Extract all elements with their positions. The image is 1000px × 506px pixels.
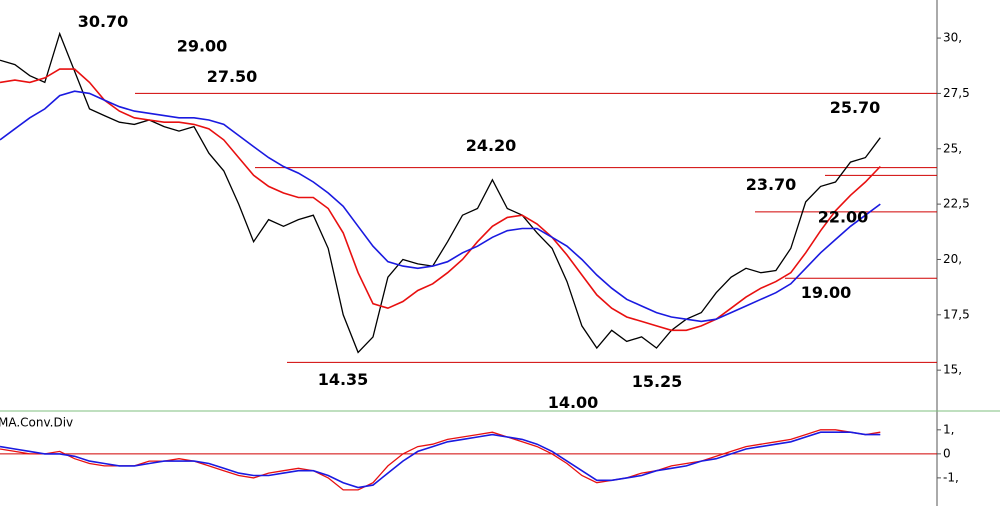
annotation: 29.00 <box>177 37 228 56</box>
annotation: 24.20 <box>466 136 517 155</box>
y-tick-label: 30, <box>943 31 962 45</box>
y-tick-label: 22,5 <box>943 197 970 211</box>
series-line <box>0 90 881 323</box>
y-tick-label: 25, <box>943 141 962 155</box>
y-tick-label: 0 <box>943 446 951 460</box>
annotation: 27.50 <box>207 67 258 86</box>
panel-title: MA.Conv.Div <box>0 416 73 430</box>
y-tick-label: 27,5 <box>943 86 970 100</box>
annotation: 15.25 <box>632 372 683 391</box>
annotation: 30.70 <box>78 12 129 31</box>
series-line <box>0 429 881 491</box>
annotation: 23.70 <box>746 175 797 194</box>
series-line <box>0 431 881 489</box>
series-line <box>0 68 881 332</box>
annotation: 14.00 <box>548 393 599 412</box>
y-tick-label: 15, <box>943 363 962 377</box>
annotation: 14.35 <box>318 370 369 389</box>
y-tick-label: 20, <box>943 252 962 266</box>
y-tick-label: 17,5 <box>943 307 970 321</box>
annotation: 22.00 <box>818 208 869 227</box>
annotation: 19.00 <box>801 283 852 302</box>
y-tick-label: -1, <box>943 470 959 484</box>
y-tick-label: 1, <box>943 422 954 436</box>
series-line <box>0 31 881 354</box>
annotation: 25.70 <box>830 98 881 117</box>
